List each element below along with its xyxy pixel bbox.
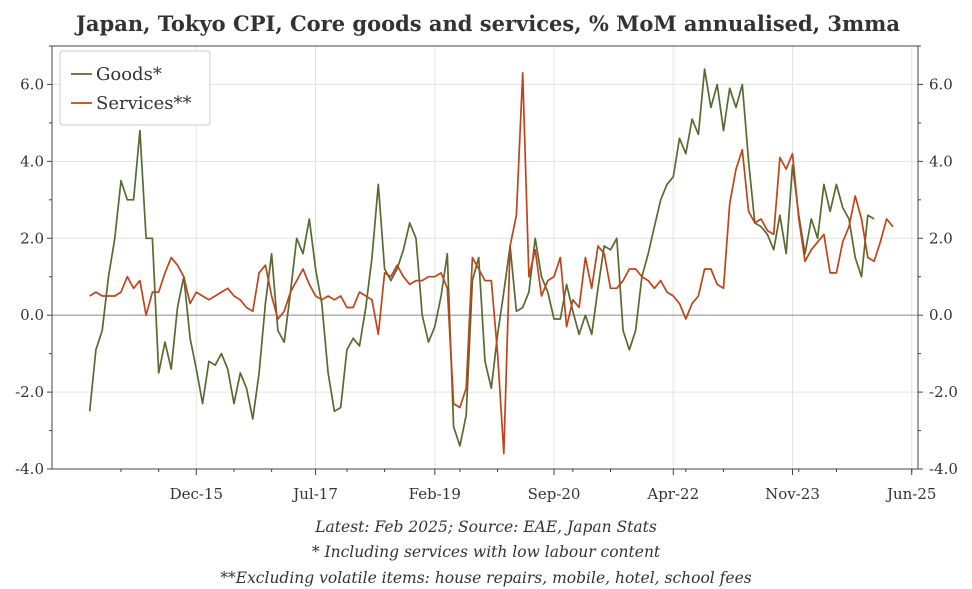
legend-label-services: Services** — [96, 93, 191, 114]
chart-title: Japan, Tokyo CPI, Core goods and service… — [74, 11, 900, 36]
x-tick-label: Sep-20 — [528, 485, 581, 503]
y-tick-label-left: 0.0 — [20, 306, 44, 324]
legend-box — [59, 50, 211, 126]
y-tick-label-right: -4.0 — [929, 460, 958, 478]
plot-frame — [51, 45, 919, 470]
x-tick-label: Feb-19 — [409, 485, 461, 503]
y-axis-left: -4.0 -2.0 0.0 2.0 4.0 6.0 — [15, 45, 52, 478]
y-tick-label-left: -4.0 — [15, 460, 44, 478]
y-tick-label-right: 2.0 — [929, 229, 953, 247]
legend: Goods* Services** — [59, 50, 211, 126]
services-series-line — [89, 72, 894, 455]
x-tick-label: Jul-17 — [291, 485, 338, 503]
x-axis: Dec-15 Jul-17 Feb-19 Sep-20 Apr-22 Nov-23 Jun-… — [120, 469, 937, 503]
series-layer — [88, 68, 894, 455]
y-tick-label-right: 6.0 — [929, 75, 953, 93]
y-axis-right: -4.0 -2.0 0.0 2.0 4.0 6.0 — [918, 45, 958, 478]
goods-footnote: * Including services with low labour con… — [312, 543, 661, 561]
y-tick-label-right: 0.0 — [929, 306, 953, 324]
y-tick-label-left: 4.0 — [20, 152, 44, 170]
goods-series-line — [88, 68, 875, 447]
y-tick-label-right: -2.0 — [929, 383, 958, 401]
x-tick-label: Jun-25 — [885, 485, 937, 503]
services-footnote: **Excluding volatile items: house repair… — [220, 569, 752, 587]
x-tick-label: Nov-23 — [765, 485, 820, 503]
legend-label-goods: Goods* — [96, 64, 162, 85]
x-tick-label: Apr-22 — [646, 485, 699, 503]
y-tick-label-left: -2.0 — [15, 383, 44, 401]
x-tick-label: Dec-15 — [170, 485, 223, 503]
y-tick-label-left: 6.0 — [20, 75, 44, 93]
y-tick-label-right: 4.0 — [929, 152, 953, 170]
y-tick-label-left: 2.0 — [20, 229, 44, 247]
source-note: Latest: Feb 2025; Source: EAE, Japan Sta… — [314, 518, 657, 536]
